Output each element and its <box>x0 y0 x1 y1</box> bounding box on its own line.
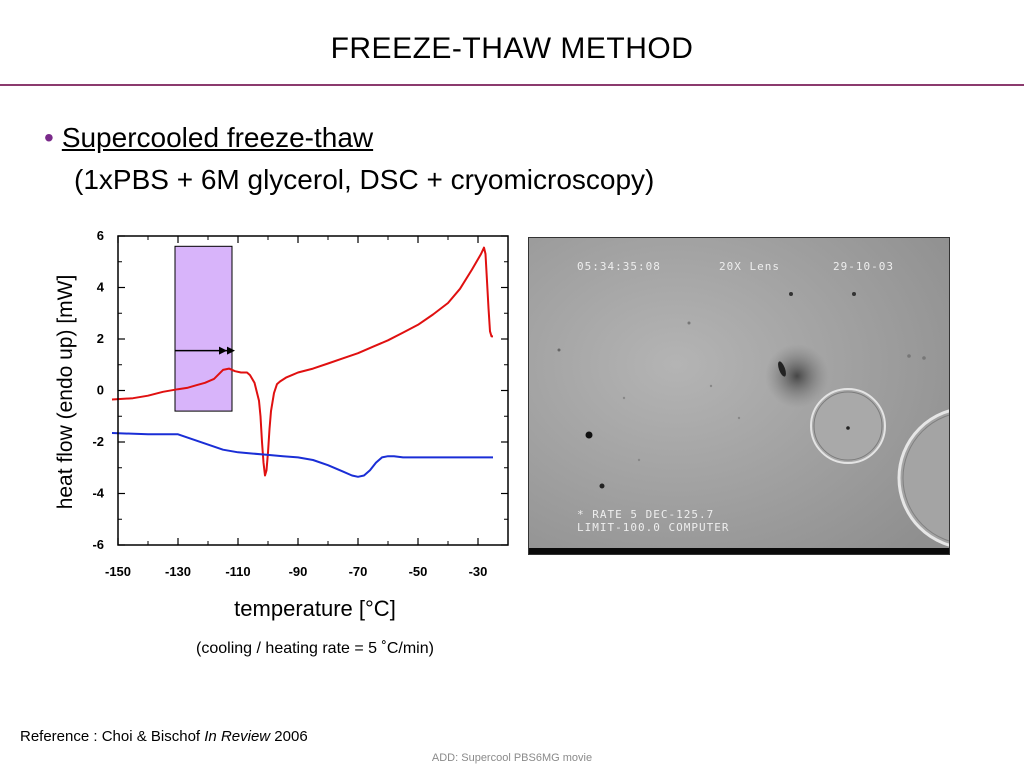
bullet-subtext: (1xPBS + 6M glycerol, DSC + cryomicrosco… <box>74 164 655 195</box>
rate-note: (cooling / heating rate = 5 ˚C/min) <box>196 640 434 657</box>
bullet-dot-icon: • <box>44 122 54 153</box>
reference-year: 2006 <box>270 728 308 745</box>
title-divider <box>0 84 1024 86</box>
chart-xlabel: temperature [°C] <box>234 596 396 621</box>
reference-journal: In Review <box>204 728 271 745</box>
micro-bottom-bar <box>529 548 949 554</box>
micro-timestamp: 05:34:35:08 <box>577 260 661 273</box>
slide-title: FREEZE-THAW METHOD <box>330 32 694 65</box>
arrow-head-icon <box>219 346 227 355</box>
y-tick-label: 0 <box>97 383 104 398</box>
y-tick-label: 4 <box>97 280 105 295</box>
x-tick-label: -150 <box>105 564 131 579</box>
bullet-heading: Supercooled freeze-thaw <box>61 122 374 153</box>
bullet-item: • Supercooled freeze-thaw <box>44 120 373 156</box>
y-tick-label: -2 <box>92 434 104 449</box>
arrow-head-icon <box>227 346 235 355</box>
x-tick-label: -90 <box>289 564 308 579</box>
micro-lens: 20X Lens <box>719 260 780 273</box>
cryomicroscopy-image: 05:34:35:08 20X Lens 29-10-03 * RATE 5 D… <box>528 237 950 555</box>
dsc-chart: 6 4 2 0 -2 -4 -6-150 -130 -110 -90 -70 -50 -30 heat … <box>54 228 509 579</box>
reference-prefix: Reference : Choi & Bischof <box>20 728 205 745</box>
highlight-region <box>174 245 233 412</box>
x-tick-label: -70 <box>349 564 368 579</box>
x-tick-label: -110 <box>225 564 250 579</box>
slide-footnote: ADD: Supercool PBS6MG movie <box>431 752 593 764</box>
plot-frame <box>117 235 509 546</box>
chart-ylabel: heat flow (endo up) [mW] <box>54 275 77 510</box>
micro-date: 29-10-03 <box>833 260 894 273</box>
y-tick-label: 2 <box>97 331 104 346</box>
x-tick-label: -130 <box>165 564 191 579</box>
y-tick-label: -6 <box>92 537 104 552</box>
heating-curve <box>111 246 493 477</box>
x-tick-label: -50 <box>409 564 428 579</box>
micro-rate: * RATE 5 DEC-125.7 <box>577 508 715 521</box>
micro-limit: LIMIT-100.0 COMPUTER <box>577 521 730 534</box>
x-tick-label: -30 <box>469 564 488 579</box>
y-tick-label: -4 <box>92 486 104 501</box>
cooling-curve <box>111 432 493 478</box>
y-tick-label: 6 <box>97 228 104 243</box>
reference-line: Reference : Choi & Bischof In Review 200… <box>20 728 308 745</box>
